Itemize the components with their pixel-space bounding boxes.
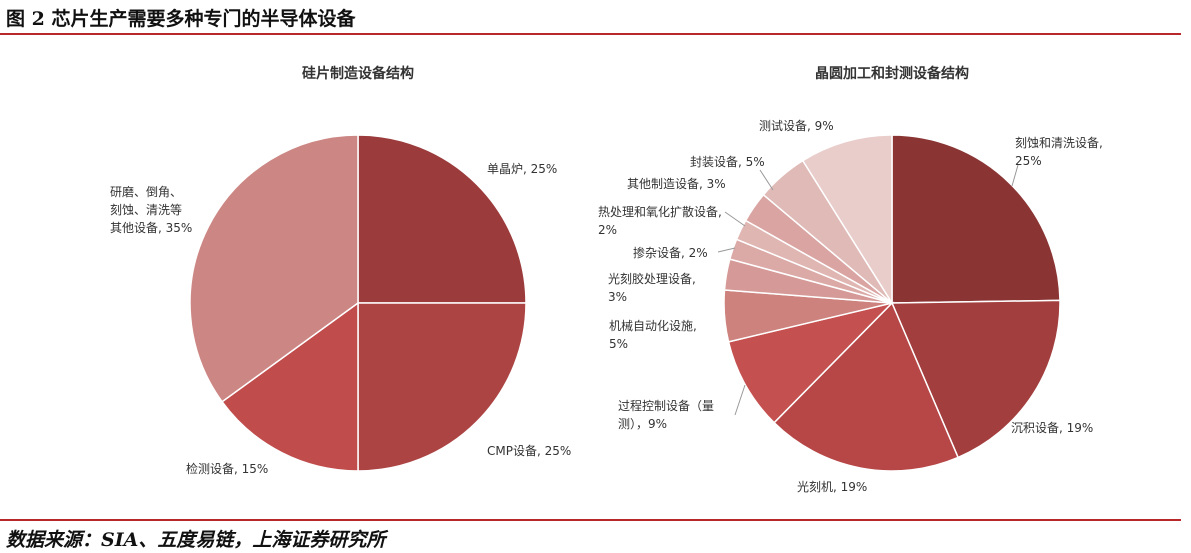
slice-label: 单晶炉, 25% (487, 162, 557, 176)
top-rule (0, 33, 1181, 35)
slice-label-line: 25% (1015, 154, 1042, 168)
slice-label-line: 刻蚀和清洗设备, (1015, 136, 1103, 150)
slice-label-line: 机械自动化设施, (609, 318, 697, 333)
slice-label: 刻蚀和清洗设备, 25% (1015, 136, 1103, 168)
pie-slice (357, 134, 527, 304)
bottom-rule (0, 519, 1181, 521)
slice-label-line: 3% (608, 290, 627, 304)
leader-line (734, 384, 746, 416)
slice-label-line: 5% (609, 337, 628, 351)
slice-label-line: 光刻胶处理设备, (608, 271, 696, 286)
slice-label-line: 过程控制设备（量 (618, 398, 714, 413)
slice-label-line: 检测设备, 15% (186, 461, 268, 476)
wafer-equipment-pie: 硅片制造设备结构 单晶炉, 25% CMP设备, 25% 检测设备, 15% 研磨、倒… (110, 65, 571, 476)
slice-label: 掺杂设备, 2% (633, 245, 708, 260)
slice-label: 封装设备, 5% (690, 155, 765, 169)
slice-label: 测试设备, 9% (759, 118, 834, 133)
slice-label-line: 刻蚀、清洗等 (110, 203, 182, 217)
slice-label-line: CMP设备, 25% (487, 444, 571, 458)
slice-label: 其他制造设备, 3% (627, 177, 726, 191)
pie-slice (801, 134, 893, 306)
pie-slice (727, 301, 895, 424)
slice-label: 沉积设备, 19% (1011, 421, 1093, 435)
slice-label: 过程控制设备（量测），9% (618, 398, 714, 431)
figure-title: 图 2 芯片生产需要多种专门的半导体设备 (6, 8, 356, 30)
chart-title: 硅片制造设备结构 (302, 65, 414, 82)
slice-label: 检测设备, 15% (186, 461, 268, 476)
slice-label-line: 测试设备, 9% (759, 118, 834, 133)
slice-label-line: 沉积设备, 19% (1011, 421, 1093, 435)
slice-label-line: 单晶炉, 25% (487, 162, 557, 176)
slice-label-line: 封装设备, 5% (690, 155, 765, 169)
slice-label-line: 测），9% (618, 417, 667, 431)
pie-slice (891, 134, 1061, 304)
leader-line (717, 247, 736, 253)
leader-line (759, 169, 774, 191)
slice-label: 研磨、倒角、刻蚀、清洗等其他设备, 35% (110, 185, 192, 235)
slice-label: 机械自动化设施, 5% (609, 318, 697, 351)
leader-line (1011, 164, 1019, 187)
pie-slice (221, 301, 359, 472)
slice-label-line: 其他制造设备, 3% (627, 177, 726, 191)
leader-line (724, 211, 746, 227)
slice-label-line: 研磨、倒角、 (110, 185, 182, 199)
chart-title: 晶圆加工和封测设备结构 (815, 65, 969, 82)
slice-label-line: 掺杂设备, 2% (633, 245, 708, 260)
slice-label: 光刻机, 19% (797, 480, 867, 494)
slice-label-line: 光刻机, 19% (797, 480, 867, 494)
slice-label: 热处理和氧化扩散设备, 2% (598, 204, 722, 237)
slice-label: 光刻胶处理设备, 3% (608, 271, 696, 304)
pie-slice (189, 134, 359, 403)
source-note: 数据来源：SIA、五度易链，上海证券研究所 (6, 529, 386, 551)
slice-label-line: 其他设备, 35% (110, 221, 192, 235)
pie-slice (890, 299, 1061, 459)
slice-label: CMP设备, 25% (487, 444, 571, 458)
slice-label-line: 热处理和氧化扩散设备, (598, 204, 722, 219)
pie-slice (357, 302, 527, 472)
slice-label-line: 2% (598, 223, 617, 237)
pie-slice (773, 301, 960, 472)
fab-packaging-equipment-pie: 晶圆加工和封测设备结构 刻蚀和清洗设备, 25% 沉积设备, 19% 光刻机, 19%… (598, 65, 1103, 494)
